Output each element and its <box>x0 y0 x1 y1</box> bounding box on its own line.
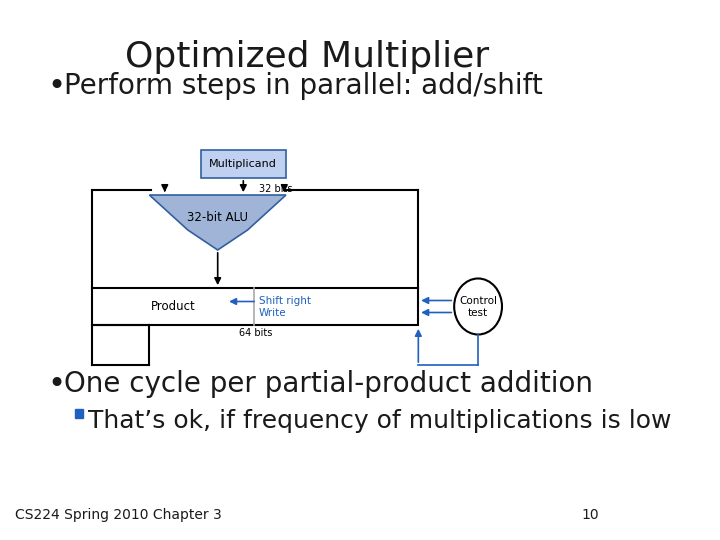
Text: •: • <box>47 72 65 101</box>
FancyBboxPatch shape <box>201 150 286 178</box>
Text: •: • <box>47 370 65 399</box>
Polygon shape <box>150 195 286 250</box>
Text: test: test <box>468 308 488 319</box>
Bar <box>92 288 418 325</box>
Bar <box>75 409 83 418</box>
Text: 32 bits: 32 bits <box>258 184 292 194</box>
Text: That’s ok, if frequency of multiplications is low: That’s ok, if frequency of multiplicatio… <box>88 409 672 433</box>
Text: 32-bit ALU: 32-bit ALU <box>187 211 248 224</box>
Text: Product: Product <box>151 300 196 313</box>
Text: Optimized Multiplier: Optimized Multiplier <box>125 40 490 74</box>
Text: 64 bits: 64 bits <box>238 328 272 338</box>
Text: Multiplicand: Multiplicand <box>210 159 277 169</box>
Text: Perform steps in parallel: add/shift: Perform steps in parallel: add/shift <box>64 72 543 100</box>
Circle shape <box>454 279 502 334</box>
Text: 10: 10 <box>582 508 599 522</box>
Text: Shift right: Shift right <box>258 295 310 306</box>
Text: CS224 Spring 2010 Chapter 3: CS224 Spring 2010 Chapter 3 <box>15 508 222 522</box>
Text: One cycle per partial-product addition: One cycle per partial-product addition <box>64 370 593 398</box>
Text: Control: Control <box>459 296 497 307</box>
Text: Write: Write <box>258 308 287 319</box>
